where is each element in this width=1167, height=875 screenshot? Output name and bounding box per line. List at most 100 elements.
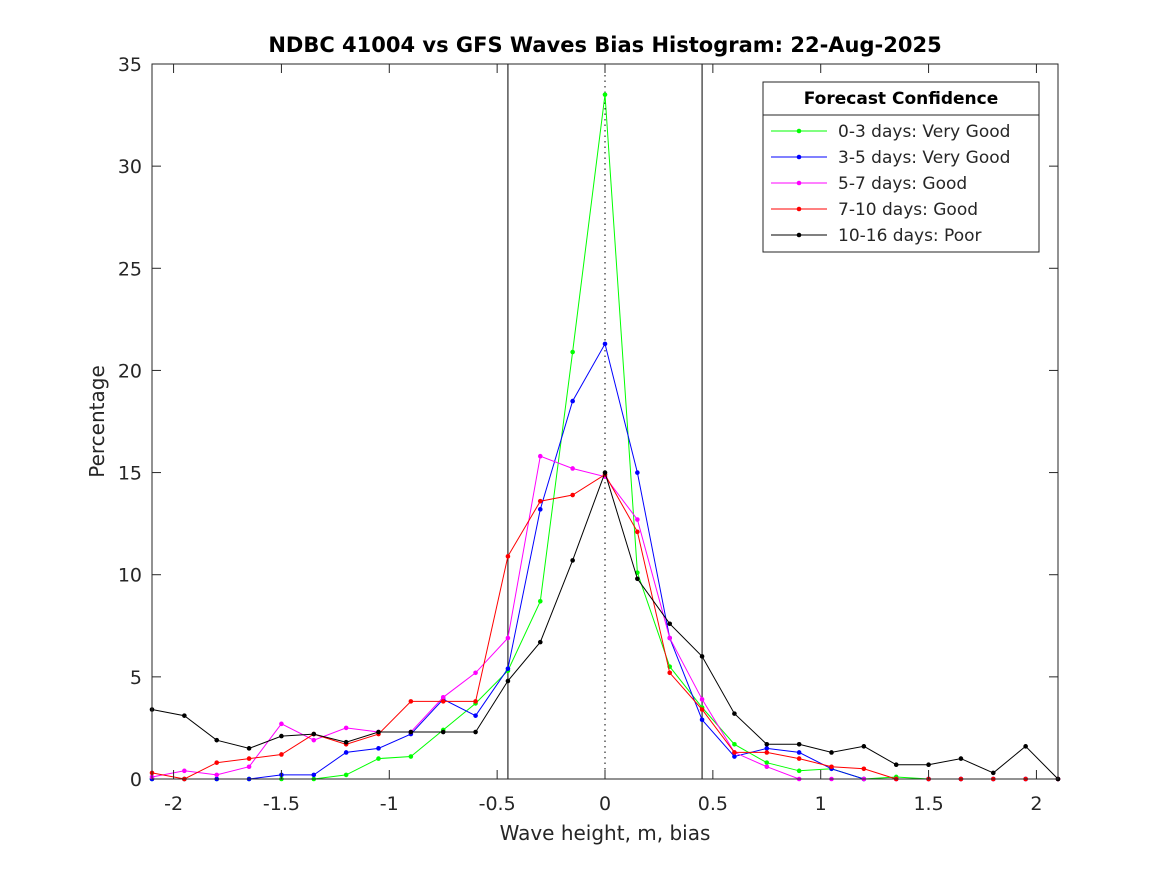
legend-items: 0-3 days: Very Good 3-5 days: Very Good 5-… <box>771 122 1010 246</box>
data-point <box>182 713 187 718</box>
data-point <box>570 349 575 355</box>
legend-label: 7-10 days: Good <box>838 200 978 220</box>
data-point <box>376 756 381 761</box>
data-point <box>796 756 802 761</box>
legend-item: 0-3 days: Very Good <box>771 122 1010 142</box>
data-point <box>861 766 867 772</box>
legend-item: 10-16 days: Poor <box>771 226 982 246</box>
data-point <box>505 554 511 559</box>
data-point <box>246 746 252 751</box>
legend-label: 5-7 days: Good <box>838 174 967 194</box>
data-point <box>732 750 737 755</box>
legend-item: 5-7 days: Good <box>771 174 967 194</box>
data-point <box>246 756 252 761</box>
y-tick-label: 20 <box>118 360 142 382</box>
data-point <box>376 746 381 751</box>
reference-lines <box>507 64 703 779</box>
data-point <box>699 697 705 702</box>
data-point <box>473 699 478 704</box>
x-tick-label: -1 <box>380 793 399 815</box>
data-point <box>796 741 802 747</box>
legend-item: 7-10 days: Good <box>771 200 978 220</box>
data-point <box>602 341 608 347</box>
data-point <box>699 707 705 712</box>
legend-label: 3-5 days: Very Good <box>838 148 1010 168</box>
data-point <box>214 772 220 778</box>
data-point <box>376 729 381 735</box>
data-point <box>214 737 220 743</box>
data-point <box>343 772 349 778</box>
legend-title: Forecast Confidence <box>804 89 999 109</box>
data-point <box>311 772 317 778</box>
series-4 <box>149 470 1061 782</box>
data-point <box>635 529 640 535</box>
data-point <box>311 731 317 737</box>
legend-item: 3-5 days: Very Good <box>771 148 1010 168</box>
data-point <box>764 760 770 765</box>
y-tick-label: 30 <box>118 156 142 178</box>
data-point <box>667 621 673 627</box>
data-point <box>440 729 446 735</box>
x-tick-label: 0 <box>599 793 611 815</box>
data-point <box>990 770 996 776</box>
data-point <box>537 507 543 512</box>
legend-box <box>762 81 1040 253</box>
legend-swatch-marker <box>796 206 802 212</box>
data-point <box>311 737 317 743</box>
y-tick-label: 35 <box>118 54 142 76</box>
data-point <box>635 517 640 522</box>
y-tick-label: 15 <box>118 463 142 485</box>
data-point <box>279 733 284 739</box>
data-point <box>699 717 705 723</box>
data-point <box>473 729 478 735</box>
data-point <box>473 670 478 676</box>
data-point <box>926 762 931 767</box>
data-point <box>602 470 608 475</box>
data-point <box>570 492 575 498</box>
data-point <box>764 750 770 755</box>
data-point <box>829 750 834 755</box>
x-axis-label: Wave height, m, bias <box>500 821 711 845</box>
data-point <box>343 725 349 731</box>
data-point <box>408 754 414 759</box>
data-point <box>861 744 867 749</box>
data-point <box>279 752 284 757</box>
x-tick-label: 0.5 <box>698 793 728 815</box>
data-point <box>537 598 543 604</box>
data-point <box>408 699 414 704</box>
data-point <box>764 764 770 770</box>
x-tick-label: -0.5 <box>479 793 516 815</box>
data-point <box>764 746 770 751</box>
data-point <box>732 711 737 716</box>
y-tick-label: 10 <box>118 565 142 587</box>
data-point <box>699 654 705 659</box>
data-point <box>667 670 673 676</box>
data-point <box>505 666 511 671</box>
data-point <box>343 750 349 755</box>
data-point <box>829 764 834 770</box>
x-tick-label: 2 <box>1030 793 1042 815</box>
data-point <box>764 741 770 747</box>
data-point <box>732 754 737 759</box>
data-point <box>1023 744 1028 749</box>
data-point <box>958 756 964 761</box>
y-tick-label: 25 <box>118 258 142 280</box>
data-point <box>505 635 511 641</box>
data-point <box>214 760 220 765</box>
data-point <box>246 764 252 770</box>
y-tick-label: 0 <box>130 769 142 791</box>
data-point <box>537 453 543 459</box>
legend: Forecast Confidence 0-3 days: Very Good 3… <box>762 81 1040 253</box>
legend-label: 10-16 days: Poor <box>838 226 982 246</box>
x-tick-label: 1 <box>815 793 827 815</box>
x-tick-label: 1.5 <box>913 793 943 815</box>
data-point <box>537 639 543 645</box>
data-point <box>635 470 640 475</box>
x-tick-label: -2 <box>164 793 183 815</box>
data-point <box>796 768 802 774</box>
x-tick-label: -1.5 <box>263 793 300 815</box>
legend-swatch-marker <box>796 180 802 186</box>
data-point <box>635 576 640 582</box>
